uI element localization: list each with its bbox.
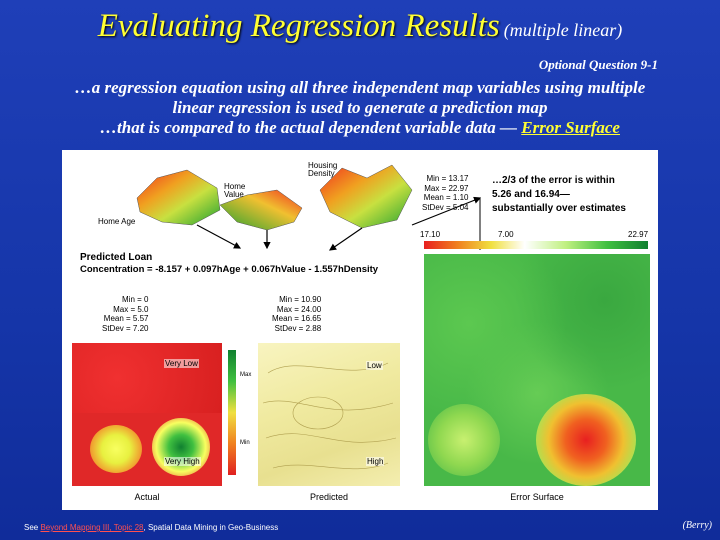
error-note: …2/3 of the error is within 5.26 and 16.…: [492, 174, 652, 216]
optional-question: Optional Question 9-1: [538, 57, 658, 72]
error-note-line-1: …2/3 of the error is within: [492, 175, 615, 186]
actual-stats: Min = 0 Max = 5.0 Mean = 5.57 StDev = 7.…: [102, 295, 149, 333]
footer-link[interactable]: Beyond Mapping III, Topic 28: [40, 523, 144, 532]
housing-density-surface: [319, 164, 413, 229]
predicted-map: Low High: [258, 343, 400, 486]
arrow-density: [329, 227, 363, 251]
home-age-surface: [136, 169, 221, 226]
caption-predicted: Predicted: [309, 492, 349, 502]
surfaces-svg: [136, 164, 482, 251]
error-note-line-3: substantially over estimates: [492, 203, 626, 214]
slide-subtitle: (multiple linear): [503, 20, 623, 40]
scale-top: Max: [240, 372, 252, 378]
arrow-age: [196, 224, 242, 249]
footer-suffix: , Spatial Data Mining in Geo-Business: [143, 523, 279, 532]
label-home-age: Home Age: [98, 217, 136, 226]
caption-error-surface: Error Surface: [510, 492, 564, 502]
scale-bottom: Min: [240, 440, 250, 446]
description-line-1: …a regression equation using all three i…: [74, 78, 646, 97]
error-legend-bar: [424, 241, 648, 249]
value-scale-bar: [228, 350, 236, 475]
error-note-line-2: 5.26 and 16.94—: [492, 189, 570, 200]
error-stats: Min = 13.17 Max = 22.97 Mean = 1.10 StDe…: [422, 174, 469, 212]
footer: See Beyond Mapping III, Topic 28, Spatia…: [24, 523, 278, 532]
legend-max: 22.97: [628, 230, 649, 239]
description-line-3: …that is compared to the actual dependen…: [40, 118, 680, 138]
legend-min: 17.10: [420, 230, 441, 239]
label-very-high: Very High: [164, 457, 201, 466]
label-housing-density: Housing Density: [308, 161, 338, 178]
predicted-stats: Min = 10.90 Max = 24.00 Mean = 16.65 StD…: [272, 295, 322, 333]
arrow-to-error: [411, 196, 482, 226]
error-surface-map: [424, 254, 650, 486]
description-line-3-text: …that is compared to the actual dependen…: [100, 118, 522, 137]
footer-prefix: See: [24, 523, 41, 532]
figure-panel: Home Age Home Value Housing Density Pred…: [62, 150, 658, 510]
slide-title: Evaluating Regression Results: [97, 8, 500, 44]
title-row: Evaluating Regression Results (multiple …: [0, 8, 720, 45]
credit: (Berry): [682, 520, 712, 531]
actual-map: Very Low Very High: [72, 343, 222, 486]
legend-mid: 7.00: [498, 230, 514, 239]
home-value-surface: [219, 189, 303, 231]
label-low: Low: [366, 361, 383, 370]
description: …a regression equation using all three i…: [40, 78, 680, 138]
caption-actual: Actual: [134, 492, 160, 502]
description-highlight: Error Surface: [521, 118, 620, 137]
label-home-value: Home Value: [224, 182, 246, 199]
regression-equation: Concentration = -8.157 + 0.097hAge + 0.0…: [80, 264, 379, 275]
predicted-loan-title: Predicted Loan: [80, 252, 153, 263]
label-high: High: [366, 457, 385, 466]
description-line-2: linear regression is used to generate a …: [172, 98, 548, 117]
label-very-low: Very Low: [164, 359, 199, 368]
